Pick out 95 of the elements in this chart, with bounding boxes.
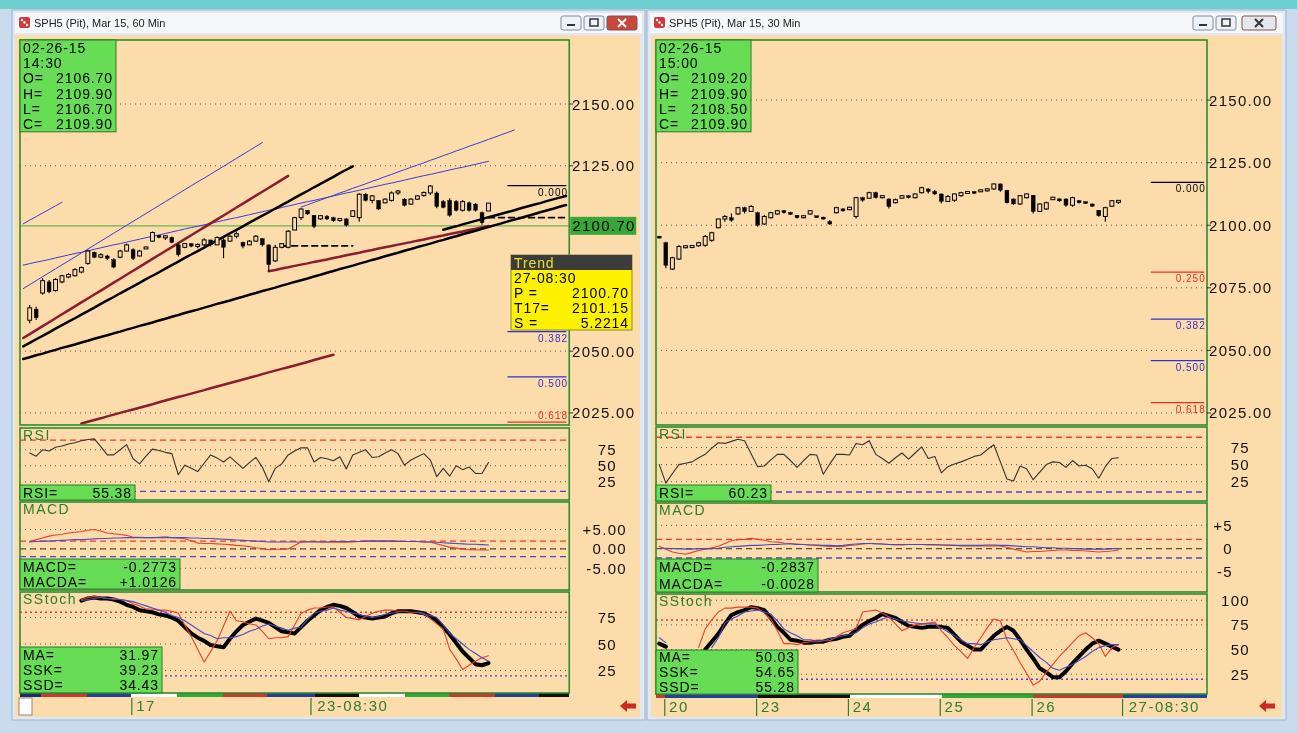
annotation: L= 2108.50 bbox=[659, 100, 748, 117]
ref-line-label: 2100.70 bbox=[572, 217, 636, 235]
text: MA= 31.97 bbox=[23, 646, 159, 663]
line-series bbox=[80, 353, 335, 425]
text: RSI= 60.23 bbox=[659, 485, 768, 501]
x-tick-label: 23 bbox=[760, 698, 781, 715]
y-tick-label: 0.00 bbox=[592, 540, 627, 558]
y-tick-label: 2050.00 bbox=[572, 342, 636, 360]
y-tick-label: +5.00 bbox=[582, 521, 627, 539]
candlestick bbox=[663, 241, 669, 269]
y-tick-label: 2025.00 bbox=[572, 404, 636, 422]
chart-title: RSI bbox=[659, 426, 687, 442]
annotation: L= 2106.70 bbox=[23, 100, 113, 117]
x-tick-label: 20 bbox=[669, 698, 689, 715]
candlestick bbox=[27, 304, 33, 324]
annotation: C= 2109.90 bbox=[23, 116, 113, 133]
line-series bbox=[442, 194, 568, 232]
series-label: 0.382 bbox=[537, 332, 569, 344]
x-tick-label: 23-08:30 bbox=[317, 697, 389, 714]
text: SSD= 55.28 bbox=[659, 678, 795, 695]
chart-title: SPH5 (Pit), Mar 15, 30 Min bbox=[669, 17, 801, 29]
y-tick-label: 2100.00 bbox=[1209, 216, 1273, 234]
text: T17= 2101.15 bbox=[514, 299, 629, 316]
chart-title: MACD bbox=[23, 501, 71, 517]
text: MA= 50.03 bbox=[659, 649, 795, 666]
y-tick-label: 2150.00 bbox=[572, 95, 636, 113]
text: P = 2100.70 bbox=[514, 284, 629, 301]
text: S = 5.2214 bbox=[514, 314, 629, 331]
series-label: 0.000 bbox=[1175, 183, 1206, 195]
y-tick-label: 75 bbox=[1230, 439, 1250, 457]
line-series bbox=[21, 165, 355, 348]
x-tick-label: 24 bbox=[852, 698, 873, 715]
annotation: O= 2106.70 bbox=[23, 70, 113, 87]
text: MACD= -0.2773 bbox=[23, 558, 177, 575]
annotation: H= 2109.90 bbox=[659, 85, 748, 102]
x-tick-label: 27-08:30 bbox=[1128, 698, 1200, 715]
line-series bbox=[29, 438, 490, 483]
annotation: 02-26-15 bbox=[659, 39, 723, 56]
annotation: C= 2109.90 bbox=[659, 116, 748, 133]
chart-title: RSI bbox=[23, 427, 51, 443]
y-tick-label: 2125.00 bbox=[572, 157, 636, 175]
y-tick-label: 50 bbox=[1230, 641, 1250, 659]
y-tick-label: 2050.00 bbox=[1209, 341, 1273, 359]
x-tick-label: 26 bbox=[1036, 698, 1057, 715]
y-tick-label: 2125.00 bbox=[1209, 154, 1273, 172]
line-series bbox=[22, 201, 63, 225]
text: SSD= 34.43 bbox=[23, 677, 159, 694]
annotation: H= 2109.90 bbox=[23, 85, 113, 102]
y-tick-label: 25 bbox=[1230, 473, 1250, 491]
annotation: 15:00 bbox=[659, 54, 699, 71]
series-label: 0.250 bbox=[1175, 273, 1206, 285]
text: RSI= 55.38 bbox=[23, 484, 132, 501]
line-series bbox=[29, 537, 490, 546]
annotation: O= 2109.20 bbox=[659, 70, 748, 87]
y-tick-label: 25 bbox=[1230, 665, 1250, 683]
series-label: 0.500 bbox=[537, 377, 569, 389]
y-tick-label: 75 bbox=[1230, 616, 1250, 634]
text: SSK= 39.23 bbox=[23, 661, 159, 678]
line-series bbox=[658, 438, 1119, 484]
chart-title: SStoch bbox=[23, 591, 78, 607]
y-tick-label: 25 bbox=[597, 473, 617, 491]
y-tick-label: 50 bbox=[597, 457, 617, 475]
text: MACDA= +1.0126 bbox=[23, 573, 177, 590]
y-tick-label: 100 bbox=[1221, 591, 1250, 609]
y-tick-label: 2150.00 bbox=[1209, 91, 1273, 109]
series-label: 0.618 bbox=[537, 410, 569, 422]
series-label: 0.500 bbox=[1175, 361, 1206, 373]
y-tick-label: 2025.00 bbox=[1209, 404, 1273, 422]
y-tick-label: -5.00 bbox=[586, 559, 627, 577]
chart-title: SStoch bbox=[659, 593, 714, 609]
chart-title: MACD bbox=[659, 502, 707, 518]
y-tick-label: 75 bbox=[597, 609, 617, 627]
line-series bbox=[21, 174, 290, 340]
y-tick-label: 50 bbox=[1230, 456, 1250, 474]
y-tick-label: 25 bbox=[597, 662, 617, 680]
annotation: 02-26-15 bbox=[23, 39, 87, 56]
text: MACDA= -0.0028 bbox=[659, 575, 815, 592]
y-tick-label: 50 bbox=[597, 635, 617, 653]
series-label: 0.000 bbox=[537, 186, 569, 198]
y-tick-label: 75 bbox=[597, 441, 617, 459]
annotation: Trend bbox=[514, 254, 555, 271]
chart-title: SPH5 (Pit), Mar 15, 60 Min bbox=[34, 17, 166, 29]
x-tick-label: 17 bbox=[136, 697, 156, 714]
y-tick-label: 0 bbox=[1223, 540, 1233, 558]
series-label: 0.618 bbox=[1175, 403, 1206, 415]
line-series bbox=[267, 224, 490, 273]
text: SSK= 54.65 bbox=[659, 664, 795, 681]
x-tick-label: 25 bbox=[944, 698, 965, 715]
text: MACD= -0.2837 bbox=[659, 559, 815, 576]
y-tick-label: +5 bbox=[1213, 516, 1233, 534]
series-label: 0.382 bbox=[1175, 320, 1206, 332]
annotation: 27-08:30 bbox=[514, 269, 577, 286]
y-tick-label: -5 bbox=[1217, 563, 1233, 581]
y-tick-label: 2075.00 bbox=[1209, 279, 1273, 297]
annotation: 14:30 bbox=[23, 54, 63, 71]
